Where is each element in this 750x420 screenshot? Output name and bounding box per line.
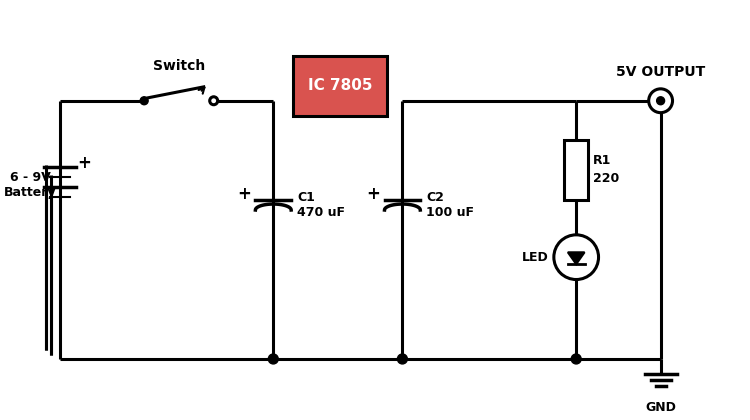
Text: 5V OUTPUT: 5V OUTPUT bbox=[616, 65, 705, 79]
Text: +: + bbox=[78, 154, 92, 172]
Circle shape bbox=[657, 97, 664, 105]
Text: +: + bbox=[238, 185, 251, 203]
Polygon shape bbox=[568, 252, 584, 264]
Circle shape bbox=[649, 89, 673, 113]
Text: Switch: Switch bbox=[153, 59, 205, 73]
Circle shape bbox=[554, 235, 598, 280]
Text: GND: GND bbox=[645, 401, 676, 414]
FancyBboxPatch shape bbox=[293, 56, 388, 116]
Circle shape bbox=[210, 97, 218, 105]
Text: 220: 220 bbox=[593, 172, 619, 185]
Text: 6 - 9V
Battery: 6 - 9V Battery bbox=[4, 171, 56, 199]
Circle shape bbox=[140, 97, 148, 105]
Circle shape bbox=[268, 354, 278, 364]
Text: C2
100 uF: C2 100 uF bbox=[426, 191, 474, 219]
Text: C1
470 uF: C1 470 uF bbox=[297, 191, 345, 219]
Text: +: + bbox=[367, 185, 380, 203]
Text: IC 7805: IC 7805 bbox=[308, 79, 373, 93]
Circle shape bbox=[398, 354, 407, 364]
Bar bbox=[564, 140, 588, 200]
Text: LED: LED bbox=[522, 251, 549, 264]
Text: R1: R1 bbox=[593, 154, 611, 167]
Circle shape bbox=[572, 354, 581, 364]
